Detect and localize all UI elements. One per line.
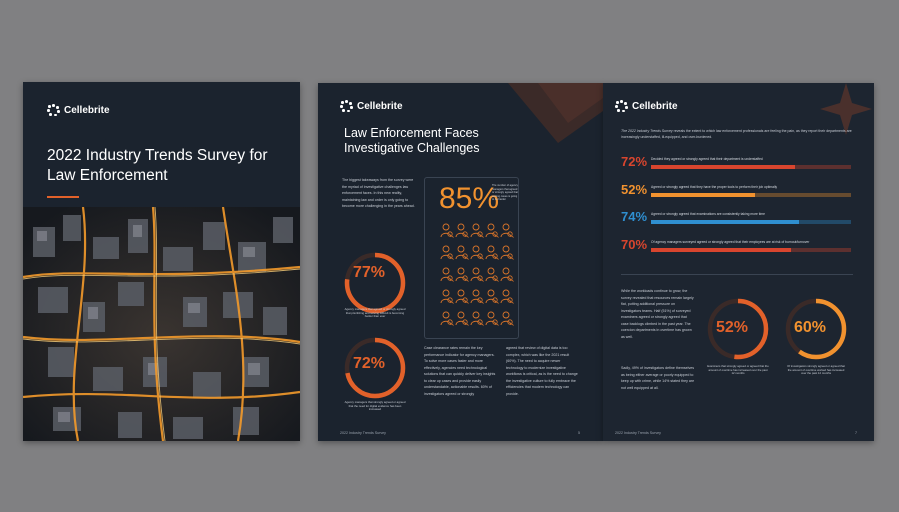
ring-value-77: 77% [353,264,386,281]
person-magnifier-icon [470,223,484,238]
cellebrite-logo: Cellebrite [340,100,403,112]
person-magnifier-icon [440,289,454,304]
ring-value-52: 52% [716,319,749,336]
logo-text: Cellebrite [632,100,678,112]
stat-bar-row: 52% Agreed or strongly agreed that they h… [621,182,853,198]
body-column-2: agreed that review of digital data is to… [506,346,578,396]
stat-bar-fill [651,165,795,169]
stat-bar-row: 74% Agreed or strongly agreed that examin… [621,209,853,225]
person-magnifier-icon [500,223,514,238]
logo-dots-icon [47,104,60,116]
spread-right-page: Cellebrite The 2022 Industry Trends Surv… [603,83,874,441]
ring-caption-52: Examiners that strongly agreed or agreed… [707,364,769,376]
ring-chart-52 [707,298,769,360]
person-magnifier-icon [500,289,514,304]
ring-value-60: 60% [794,319,827,336]
city-aerial-image [23,207,300,441]
stat-bar-value: 70% [621,237,648,252]
person-magnifier-icon [470,311,484,326]
person-magnifier-icon [470,267,484,282]
stat-bar-text: Decided they agreed or strongly agreed t… [651,157,763,161]
cover-rule [47,196,79,198]
stat-bar-fill [651,193,755,197]
logo-dots-icon [615,100,628,112]
intro-paragraph: The biggest takeaways from the survey we… [342,178,415,208]
person-magnifier-icon [485,223,499,238]
cover-title: 2022 Industry Trends Survey for Law Enfo… [47,147,268,184]
footer-label: 2022 Industry Trends Survey [615,431,661,435]
stat-bar-value: 74% [621,209,648,224]
stat-bar-text: Agreed or strongly agreed that examinati… [651,212,765,216]
body-column-1: Case clearance rates remain the key perf… [424,346,496,396]
person-magnifier-icon [455,267,469,282]
person-magnifier-icon [455,245,469,260]
stat-bar-value: 52% [621,182,648,197]
decorative-streak [508,83,603,143]
ring-caption-72: Agency managers that strongly agreed or … [344,400,406,412]
right-intro: The 2022 Industry Trends Survey reveals … [621,128,853,140]
stat-value-85: 85% [439,182,500,215]
stat-bar-fill [651,220,799,224]
decorative-star-icon [820,83,872,135]
stat-bar-text: Of agency managers surveyed agreed or st… [651,240,810,244]
person-magnifier-icon [440,245,454,260]
stat-bar-value: 72% [621,154,648,169]
logo-text: Cellebrite [64,104,110,116]
section-heading: Law Enforcement Faces Investigative Chal… [344,126,480,155]
person-magnifier-icon [500,311,514,326]
person-magnifier-icon [485,267,499,282]
person-magnifier-icon [500,267,514,282]
right-intro-text: reveals the extent to which law enforcem… [621,129,852,139]
stat-bar-row: 72% Decided they agreed or strongly agree… [621,154,853,170]
section-divider [621,274,853,275]
footer-label: 2022 Industry Trends Survey [340,431,386,435]
ring-chart-60 [785,298,847,360]
stat-bar-row: 70% Of agency managers surveyed agreed or… [621,237,853,253]
spread-left-page: Cellebrite Law Enforcement Faces Investi… [318,83,603,441]
cover-page: Cellebrite 2022 Industry Trends Survey f… [23,82,300,441]
ring-caption-60: Of investigators strongly agreed or agre… [787,364,845,376]
people-icon-grid [440,223,514,326]
logo-text: Cellebrite [357,100,403,112]
person-magnifier-icon [470,289,484,304]
person-magnifier-icon [455,223,469,238]
page-number: 5 [578,431,580,435]
person-magnifier-icon [440,223,454,238]
person-magnifier-icon [455,311,469,326]
right-column-1b: Sadly, 49% of investigators define thems… [621,366,695,390]
ring-caption-77: Agency managers that agreed or strongly … [344,307,406,319]
person-magnifier-icon [470,245,484,260]
ring-chart-77 [344,252,406,314]
right-column-1: While the workloads continue to grow, th… [621,289,694,339]
page-number: 7 [855,431,857,435]
cellebrite-logo: Cellebrite [47,104,110,116]
cellebrite-logo: Cellebrite [615,100,678,112]
person-magnifier-icon [485,245,499,260]
stat-caption-85: The number of agency managers that agree… [492,184,518,202]
person-magnifier-icon [485,289,499,304]
ring-chart-72 [344,337,406,399]
ring-value-72: 72% [353,355,386,372]
person-magnifier-icon [440,267,454,282]
stat-bar-text: Agreed or strongly agreed that they have… [651,185,778,189]
stat-bar-fill [651,248,791,252]
person-magnifier-icon [485,311,499,326]
person-magnifier-icon [500,245,514,260]
person-magnifier-icon [440,311,454,326]
person-magnifier-icon [455,289,469,304]
logo-dots-icon [340,100,353,112]
stat-card-85: 85% The number of agency managers that a… [424,177,519,339]
right-intro-emphasis: The 2022 Industry Trends Survey [621,129,673,133]
